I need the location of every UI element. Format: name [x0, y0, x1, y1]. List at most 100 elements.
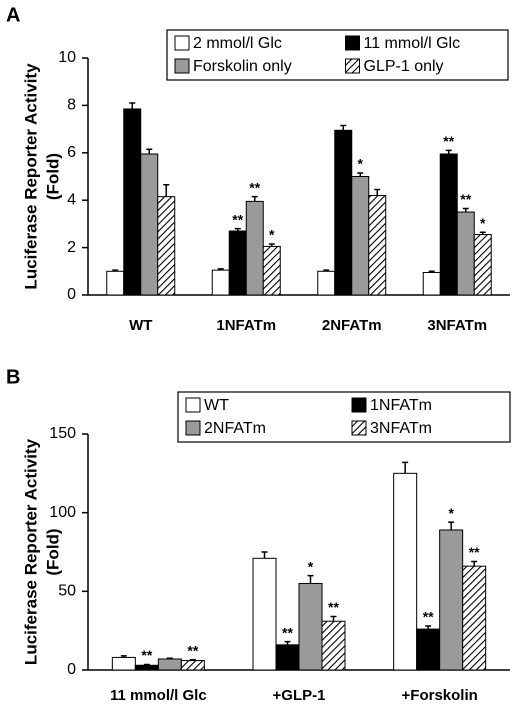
- y-tick-label: 2: [67, 239, 76, 256]
- bar: [416, 628, 441, 671]
- error-bar: [189, 659, 196, 661]
- error-bar: [340, 124, 347, 131]
- bar: [123, 108, 142, 296]
- error-bar: [146, 148, 153, 154]
- legend-label: Forskolin only: [193, 58, 292, 75]
- error-bar: [268, 243, 275, 247]
- significance: *: [269, 227, 275, 243]
- error-bar: [445, 149, 452, 154]
- legend-swatch: [351, 420, 367, 436]
- bar: [368, 194, 387, 296]
- bar: [298, 582, 323, 671]
- error-bar: [323, 269, 330, 272]
- error-bar: [129, 102, 136, 109]
- bar: [439, 153, 458, 296]
- bar: [462, 565, 487, 671]
- significance: **: [469, 544, 480, 560]
- legend-swatch: [185, 420, 201, 436]
- error-bar: [261, 551, 268, 559]
- significance: *: [448, 505, 454, 521]
- error-bar: [330, 615, 337, 622]
- bar: [111, 656, 136, 671]
- panel-label: B: [6, 366, 20, 388]
- bar: [334, 129, 353, 296]
- x-tick-label: 2NFATm: [322, 317, 382, 334]
- error-bar: [284, 640, 291, 645]
- bar: [134, 664, 159, 671]
- bar: [157, 196, 176, 296]
- x-tick-label: WT: [129, 317, 152, 334]
- legend-swatch: [345, 35, 360, 51]
- y-tick-label: 0: [67, 661, 76, 678]
- bar: [456, 211, 475, 296]
- legend-box: [177, 391, 511, 443]
- error-bar: [143, 663, 150, 666]
- error-bar: [479, 231, 486, 235]
- y-tick-label: 6: [67, 144, 76, 161]
- significance: *: [308, 558, 314, 574]
- x-tick-label: +GLP-1: [273, 687, 326, 704]
- x-tick-label: 3NFATm: [427, 317, 487, 334]
- significance: **: [187, 642, 198, 658]
- y-tick-label: 10: [58, 49, 76, 66]
- error-bar: [217, 268, 224, 271]
- significance: **: [141, 647, 152, 663]
- error-bar: [307, 574, 314, 584]
- bar: [106, 270, 125, 296]
- bar: [245, 200, 264, 296]
- legend-label: 3NFATm: [370, 420, 432, 437]
- bar: [157, 658, 182, 671]
- error-bar: [402, 461, 409, 474]
- legend-swatch: [174, 35, 190, 51]
- bar: [393, 472, 418, 671]
- x-tick-label: 1NFATm: [216, 317, 276, 334]
- error-bar: [374, 188, 381, 196]
- bar: [252, 557, 277, 671]
- significance: **: [443, 133, 454, 149]
- legend-label: GLP-1 only: [364, 58, 444, 75]
- error-bar: [112, 269, 119, 272]
- bar: [351, 176, 370, 296]
- error-bar: [425, 625, 432, 630]
- bar: [317, 270, 336, 296]
- legend-label: WT: [204, 397, 229, 414]
- error-bar: [166, 657, 173, 659]
- error-bar: [163, 184, 170, 197]
- error-bar: [471, 560, 478, 567]
- significance: **: [232, 211, 243, 227]
- legend-label: 2NFATm: [204, 420, 266, 437]
- legend-box: [166, 29, 509, 81]
- legend-swatch: [174, 58, 190, 74]
- bar: [321, 620, 346, 671]
- bar: [439, 529, 464, 671]
- y-tick-label: 50: [58, 583, 76, 600]
- bar: [211, 269, 230, 296]
- y-tick-label: 0: [67, 286, 76, 303]
- legend-swatch: [345, 58, 360, 74]
- bar: [262, 245, 281, 296]
- x-tick-label: 11 mmol/l Glc: [110, 687, 207, 704]
- y-tick-label: 150: [49, 425, 76, 442]
- legend-swatch: [351, 397, 367, 413]
- bar: [180, 660, 205, 671]
- error-bar: [357, 172, 364, 177]
- significance: **: [282, 624, 293, 640]
- error-bar: [234, 227, 241, 232]
- y-tick-label: 8: [67, 97, 76, 114]
- y-axis-label: Luciferase Reporter Activity: [21, 63, 40, 290]
- bar: [228, 230, 247, 296]
- bar: [422, 271, 441, 296]
- error-bar: [428, 270, 435, 273]
- error-bar: [462, 207, 469, 213]
- bar: [473, 234, 492, 296]
- y-axis-label: Luciferase Reporter Activity: [21, 438, 40, 665]
- panel-label: A: [6, 4, 20, 26]
- significance: *: [358, 156, 364, 172]
- bar: [140, 153, 159, 296]
- error-bar: [120, 655, 127, 658]
- x-tick-label: +Forskolin: [402, 687, 478, 704]
- significance: **: [328, 599, 339, 615]
- legend-label: 1NFATm: [370, 397, 432, 414]
- legend-label: 11 mmol/l Glc: [364, 35, 461, 52]
